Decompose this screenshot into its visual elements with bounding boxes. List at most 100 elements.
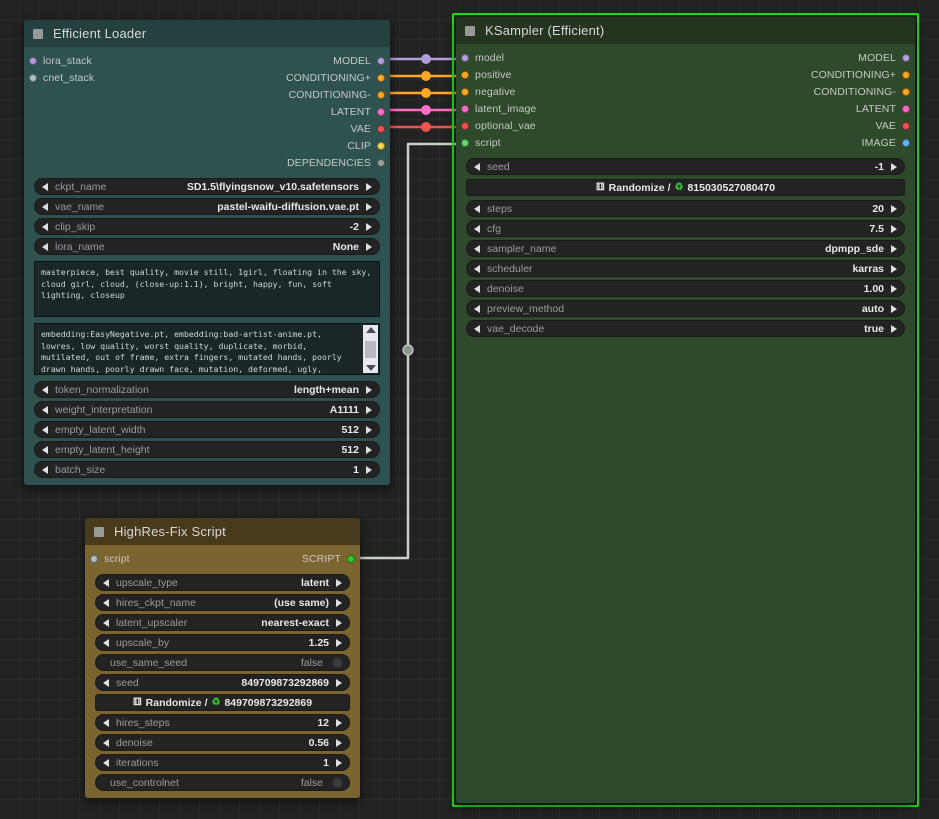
chevron-left-icon[interactable] bbox=[474, 264, 480, 273]
chevron-left-icon[interactable] bbox=[103, 578, 109, 587]
output-port-model-dot[interactable] bbox=[902, 53, 910, 62]
chevron-right-icon[interactable] bbox=[336, 678, 342, 687]
chevron-right-icon[interactable] bbox=[366, 242, 372, 251]
chevron-left-icon[interactable] bbox=[42, 242, 48, 251]
chevron-right-icon[interactable] bbox=[366, 445, 372, 454]
chevron-right-icon[interactable] bbox=[891, 304, 897, 313]
chevron-left-icon[interactable] bbox=[103, 598, 109, 607]
chevron-right-icon[interactable] bbox=[891, 284, 897, 293]
collapse-icon[interactable] bbox=[465, 25, 475, 36]
widget-latent-upscaler[interactable]: latent_upscaler nearest-exact bbox=[95, 614, 350, 631]
collapse-icon[interactable] bbox=[33, 28, 43, 39]
widget-randomize-seed[interactable]: ⚅ Randomize / ♻ 815030527080470 bbox=[466, 179, 905, 196]
output-port-conditioning-positive-dot[interactable] bbox=[902, 70, 910, 79]
chevron-left-icon[interactable] bbox=[42, 222, 48, 231]
chevron-right-icon[interactable] bbox=[336, 618, 342, 627]
widget-batch-size[interactable]: batch_size 1 bbox=[34, 461, 380, 478]
chevron-right-icon[interactable] bbox=[336, 578, 342, 587]
chevron-right-icon[interactable] bbox=[366, 425, 372, 434]
chevron-right-icon[interactable] bbox=[891, 204, 897, 213]
widget-use-same-seed[interactable]: use_same_seed false bbox=[95, 654, 350, 671]
node-ksampler-efficient[interactable]: KSampler (Efficient) model MODEL positiv… bbox=[456, 17, 915, 803]
input-port-latent-image-dot[interactable] bbox=[461, 104, 469, 113]
chevron-left-icon[interactable] bbox=[42, 182, 48, 191]
chevron-right-icon[interactable] bbox=[366, 405, 372, 414]
node-title-bar-efficient-loader[interactable]: Efficient Loader bbox=[24, 20, 390, 47]
collapse-icon[interactable] bbox=[94, 526, 104, 537]
positive-prompt-textarea[interactable]: masterpiece, best quality, movie still, … bbox=[34, 261, 380, 317]
output-port-vae-dot[interactable] bbox=[377, 124, 385, 133]
node-highres-fix-script[interactable]: HighRes-Fix Script script SCRIPT upscale… bbox=[85, 518, 360, 798]
chevron-right-icon[interactable] bbox=[336, 718, 342, 727]
node-title-bar-ksampler[interactable]: KSampler (Efficient) bbox=[456, 17, 915, 44]
widget-hires-ckpt-name[interactable]: hires_ckpt_name (use same) bbox=[95, 594, 350, 611]
widget-preview-method[interactable]: preview_method auto bbox=[466, 300, 905, 317]
output-port-image-dot[interactable] bbox=[902, 138, 910, 147]
widget-hires-steps[interactable]: hires_steps 12 bbox=[95, 714, 350, 731]
chevron-right-icon[interactable] bbox=[366, 182, 372, 191]
chevron-right-icon[interactable] bbox=[366, 385, 372, 394]
chevron-right-icon[interactable] bbox=[891, 264, 897, 273]
input-port-script-dot[interactable] bbox=[90, 554, 98, 563]
input-port-positive-dot[interactable] bbox=[461, 70, 469, 79]
chevron-right-icon[interactable] bbox=[891, 244, 897, 253]
chevron-left-icon[interactable] bbox=[42, 385, 48, 394]
scroll-up-icon[interactable] bbox=[365, 327, 376, 333]
widget-lora-name[interactable]: lora_name None bbox=[34, 238, 380, 255]
chevron-left-icon[interactable] bbox=[474, 304, 480, 313]
chevron-left-icon[interactable] bbox=[103, 678, 109, 687]
input-port-cnet-stack-dot[interactable] bbox=[29, 73, 37, 82]
chevron-left-icon[interactable] bbox=[42, 465, 48, 474]
chevron-left-icon[interactable] bbox=[103, 718, 109, 727]
widget-vae-name[interactable]: vae_name pastel-waifu-diffusion.vae.pt bbox=[34, 198, 380, 215]
chevron-right-icon[interactable] bbox=[891, 324, 897, 333]
widget-clip-skip[interactable]: clip_skip -2 bbox=[34, 218, 380, 235]
toggle-knob-icon[interactable] bbox=[332, 657, 343, 668]
widget-weight-interpretation[interactable]: weight_interpretation A1111 bbox=[34, 401, 380, 418]
widget-cfg[interactable]: cfg 7.5 bbox=[466, 220, 905, 237]
chevron-left-icon[interactable] bbox=[42, 405, 48, 414]
output-port-conditioning-positive-dot[interactable] bbox=[377, 73, 385, 82]
input-port-model-dot[interactable] bbox=[461, 53, 469, 62]
chevron-left-icon[interactable] bbox=[103, 618, 109, 627]
input-port-lora-stack-dot[interactable] bbox=[29, 56, 37, 65]
widget-sampler-name[interactable]: sampler_name dpmpp_sde bbox=[466, 240, 905, 257]
chevron-left-icon[interactable] bbox=[474, 324, 480, 333]
chevron-left-icon[interactable] bbox=[42, 202, 48, 211]
output-port-script-dot[interactable] bbox=[347, 554, 355, 563]
chevron-right-icon[interactable] bbox=[891, 162, 897, 171]
chevron-left-icon[interactable] bbox=[103, 758, 109, 767]
widget-steps[interactable]: steps 20 bbox=[466, 200, 905, 217]
node-title-bar-highres-fix[interactable]: HighRes-Fix Script bbox=[85, 518, 360, 545]
chevron-left-icon[interactable] bbox=[474, 244, 480, 253]
node-efficient-loader[interactable]: Efficient Loader lora_stack MODEL cnet_s… bbox=[24, 20, 390, 485]
output-port-model-dot[interactable] bbox=[377, 56, 385, 65]
chevron-left-icon[interactable] bbox=[474, 204, 480, 213]
widget-scheduler[interactable]: scheduler karras bbox=[466, 260, 905, 277]
output-port-latent-dot[interactable] bbox=[377, 107, 385, 116]
widget-vae-decode[interactable]: vae_decode true bbox=[466, 320, 905, 337]
chevron-right-icon[interactable] bbox=[336, 638, 342, 647]
chevron-right-icon[interactable] bbox=[891, 224, 897, 233]
scroll-down-icon[interactable] bbox=[365, 365, 376, 371]
chevron-left-icon[interactable] bbox=[103, 738, 109, 747]
chevron-right-icon[interactable] bbox=[336, 758, 342, 767]
negative-prompt-textarea[interactable]: embedding:EasyNegative.pt, embedding:bad… bbox=[34, 323, 380, 375]
widget-ckpt-name[interactable]: ckpt_name SD1.5\flyingsnow_v10.safetenso… bbox=[34, 178, 380, 195]
toggle-knob-icon[interactable] bbox=[332, 777, 343, 788]
chevron-left-icon[interactable] bbox=[474, 224, 480, 233]
chevron-right-icon[interactable] bbox=[366, 202, 372, 211]
input-port-script-dot[interactable] bbox=[461, 138, 469, 147]
chevron-right-icon[interactable] bbox=[336, 738, 342, 747]
widget-iterations[interactable]: iterations 1 bbox=[95, 754, 350, 771]
chevron-right-icon[interactable] bbox=[366, 465, 372, 474]
output-port-conditioning-negative-dot[interactable] bbox=[902, 87, 910, 96]
chevron-left-icon[interactable] bbox=[42, 445, 48, 454]
input-port-optional-vae-dot[interactable] bbox=[461, 121, 469, 130]
chevron-right-icon[interactable] bbox=[336, 598, 342, 607]
widget-upscale-type[interactable]: upscale_type latent bbox=[95, 574, 350, 591]
output-port-vae-dot[interactable] bbox=[902, 121, 910, 130]
widget-denoise[interactable]: denoise 0.56 bbox=[95, 734, 350, 751]
widget-seed[interactable]: seed -1 bbox=[466, 158, 905, 175]
